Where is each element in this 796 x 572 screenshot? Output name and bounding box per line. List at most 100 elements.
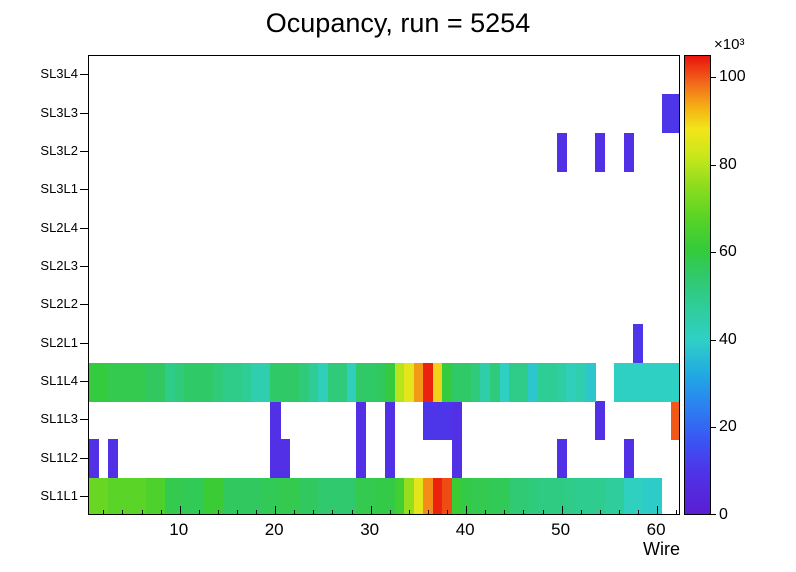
colorbar-tick-label: 60: [719, 243, 737, 261]
heatmap-cell: [499, 362, 510, 402]
heatmap-cell: [442, 362, 453, 402]
heatmap-cell: [337, 477, 348, 514]
heatmap-cell: [194, 362, 205, 402]
heatmap-cell: [556, 439, 567, 479]
heatmap-cell: [146, 362, 157, 402]
heatmap-cell: [346, 362, 357, 402]
heatmap-cell: [98, 362, 109, 402]
heatmap-cell: [442, 477, 453, 514]
heatmap-cell: [490, 477, 501, 514]
heatmap-cell: [146, 477, 157, 514]
heatmap-cell: [213, 477, 224, 514]
y-axis-label: SL1L2: [40, 449, 78, 465]
y-axis-tick: [80, 265, 88, 267]
heatmap-cell: [442, 401, 453, 440]
heatmap-cell: [270, 477, 281, 514]
heatmap-cell: [623, 439, 634, 479]
y-axis-label: SL1L4: [40, 372, 78, 388]
heatmap-cell: [98, 477, 109, 514]
heatmap-cell: [451, 439, 462, 479]
y-axis-label: SL1L1: [40, 487, 78, 503]
y-axis-tick: [80, 74, 88, 76]
heatmap-cell: [642, 477, 653, 514]
heatmap-cell: [308, 362, 319, 402]
heatmap-cell: [108, 362, 119, 402]
heatmap-cell: [299, 362, 310, 402]
heatmap-cell: [556, 362, 567, 402]
heatmap-cell: [270, 362, 281, 402]
heatmap-cell: [404, 362, 415, 402]
heatmap-cell: [451, 477, 462, 514]
colorbar-tick: [711, 76, 716, 78]
heatmap-cell: [432, 362, 443, 402]
x-axis-minor-tick: [638, 510, 640, 514]
heatmap-cell: [318, 477, 329, 514]
heatmap-cell: [547, 477, 558, 514]
colorbar-tick: [711, 164, 716, 166]
colorbar-tick-label: 40: [719, 330, 737, 348]
colorbar-exponent: ×10³: [714, 36, 745, 53]
heatmap-cell: [289, 362, 300, 402]
heatmap-cell: [356, 477, 367, 514]
heatmap-cell: [155, 477, 166, 514]
heatmap-cell: [537, 362, 548, 402]
heatmap-cell: [279, 439, 291, 479]
heatmap-cell: [566, 477, 577, 514]
x-axis-minor-tick: [313, 510, 315, 514]
heatmap-cell: [661, 94, 673, 134]
heatmap-cell: [671, 94, 679, 134]
colorbar-tick-label: 20: [719, 418, 737, 436]
heatmap-cell: [652, 477, 663, 514]
heatmap-cell: [556, 132, 567, 172]
y-axis-tick: [80, 227, 88, 229]
heatmap-cell: [356, 362, 367, 402]
heatmap-cell: [451, 362, 462, 402]
heatmap-cell: [432, 401, 443, 440]
heatmap-cell: [642, 362, 653, 402]
heatmap-cell: [260, 362, 271, 402]
y-axis-label: SL3L3: [40, 104, 78, 120]
heatmap-cell: [117, 477, 128, 514]
colorbar-tick-label: 100: [719, 67, 746, 85]
plot-title: Ocupancy, run = 5254: [265, 8, 531, 38]
heatmap-cell: [194, 477, 205, 514]
heatmap-cell: [470, 477, 482, 514]
heatmap-cell: [89, 362, 100, 402]
y-axis-label: SL3L4: [40, 66, 78, 82]
heatmap-cell: [490, 362, 501, 402]
heatmap-cell: [423, 477, 434, 514]
heatmap-cell: [289, 477, 300, 514]
x-axis-minor-tick: [408, 510, 410, 514]
heatmap-cell: [213, 362, 224, 402]
x-axis-tick: [466, 506, 468, 514]
x-axis-minor-tick: [351, 510, 353, 514]
heatmap-cell: [413, 362, 424, 402]
heatmap-cell: [480, 477, 491, 514]
y-axis-tick: [80, 304, 88, 306]
heatmap-cell: [222, 477, 233, 514]
heatmap-cell: [585, 477, 596, 514]
heatmap-cell: [566, 362, 577, 402]
heatmap-cell: [633, 324, 644, 364]
heatmap-cell: [423, 362, 434, 402]
heatmap-cell: [461, 477, 472, 514]
heatmap-cell: [127, 477, 138, 514]
x-axis-minor-tick: [542, 510, 544, 514]
heatmap-cell: [136, 362, 147, 402]
heatmap-cell: [671, 362, 679, 402]
heatmap-cell: [385, 477, 396, 514]
x-axis-tick: [179, 506, 181, 514]
x-axis-tick: [561, 506, 563, 514]
heatmap-cell: [595, 401, 606, 440]
heatmap-cell: [671, 401, 679, 440]
heatmap-cell: [108, 439, 119, 479]
heatmap-cell: [375, 362, 386, 402]
x-axis-minor-tick: [141, 510, 143, 514]
x-axis-minor-tick: [389, 510, 391, 514]
x-axis-minor-tick: [237, 510, 238, 514]
colorbar: [684, 55, 711, 515]
heatmap-cell: [499, 477, 510, 514]
heatmap-cell: [174, 477, 186, 514]
x-axis-minor-tick: [580, 510, 582, 514]
heatmap-cell: [518, 362, 529, 402]
